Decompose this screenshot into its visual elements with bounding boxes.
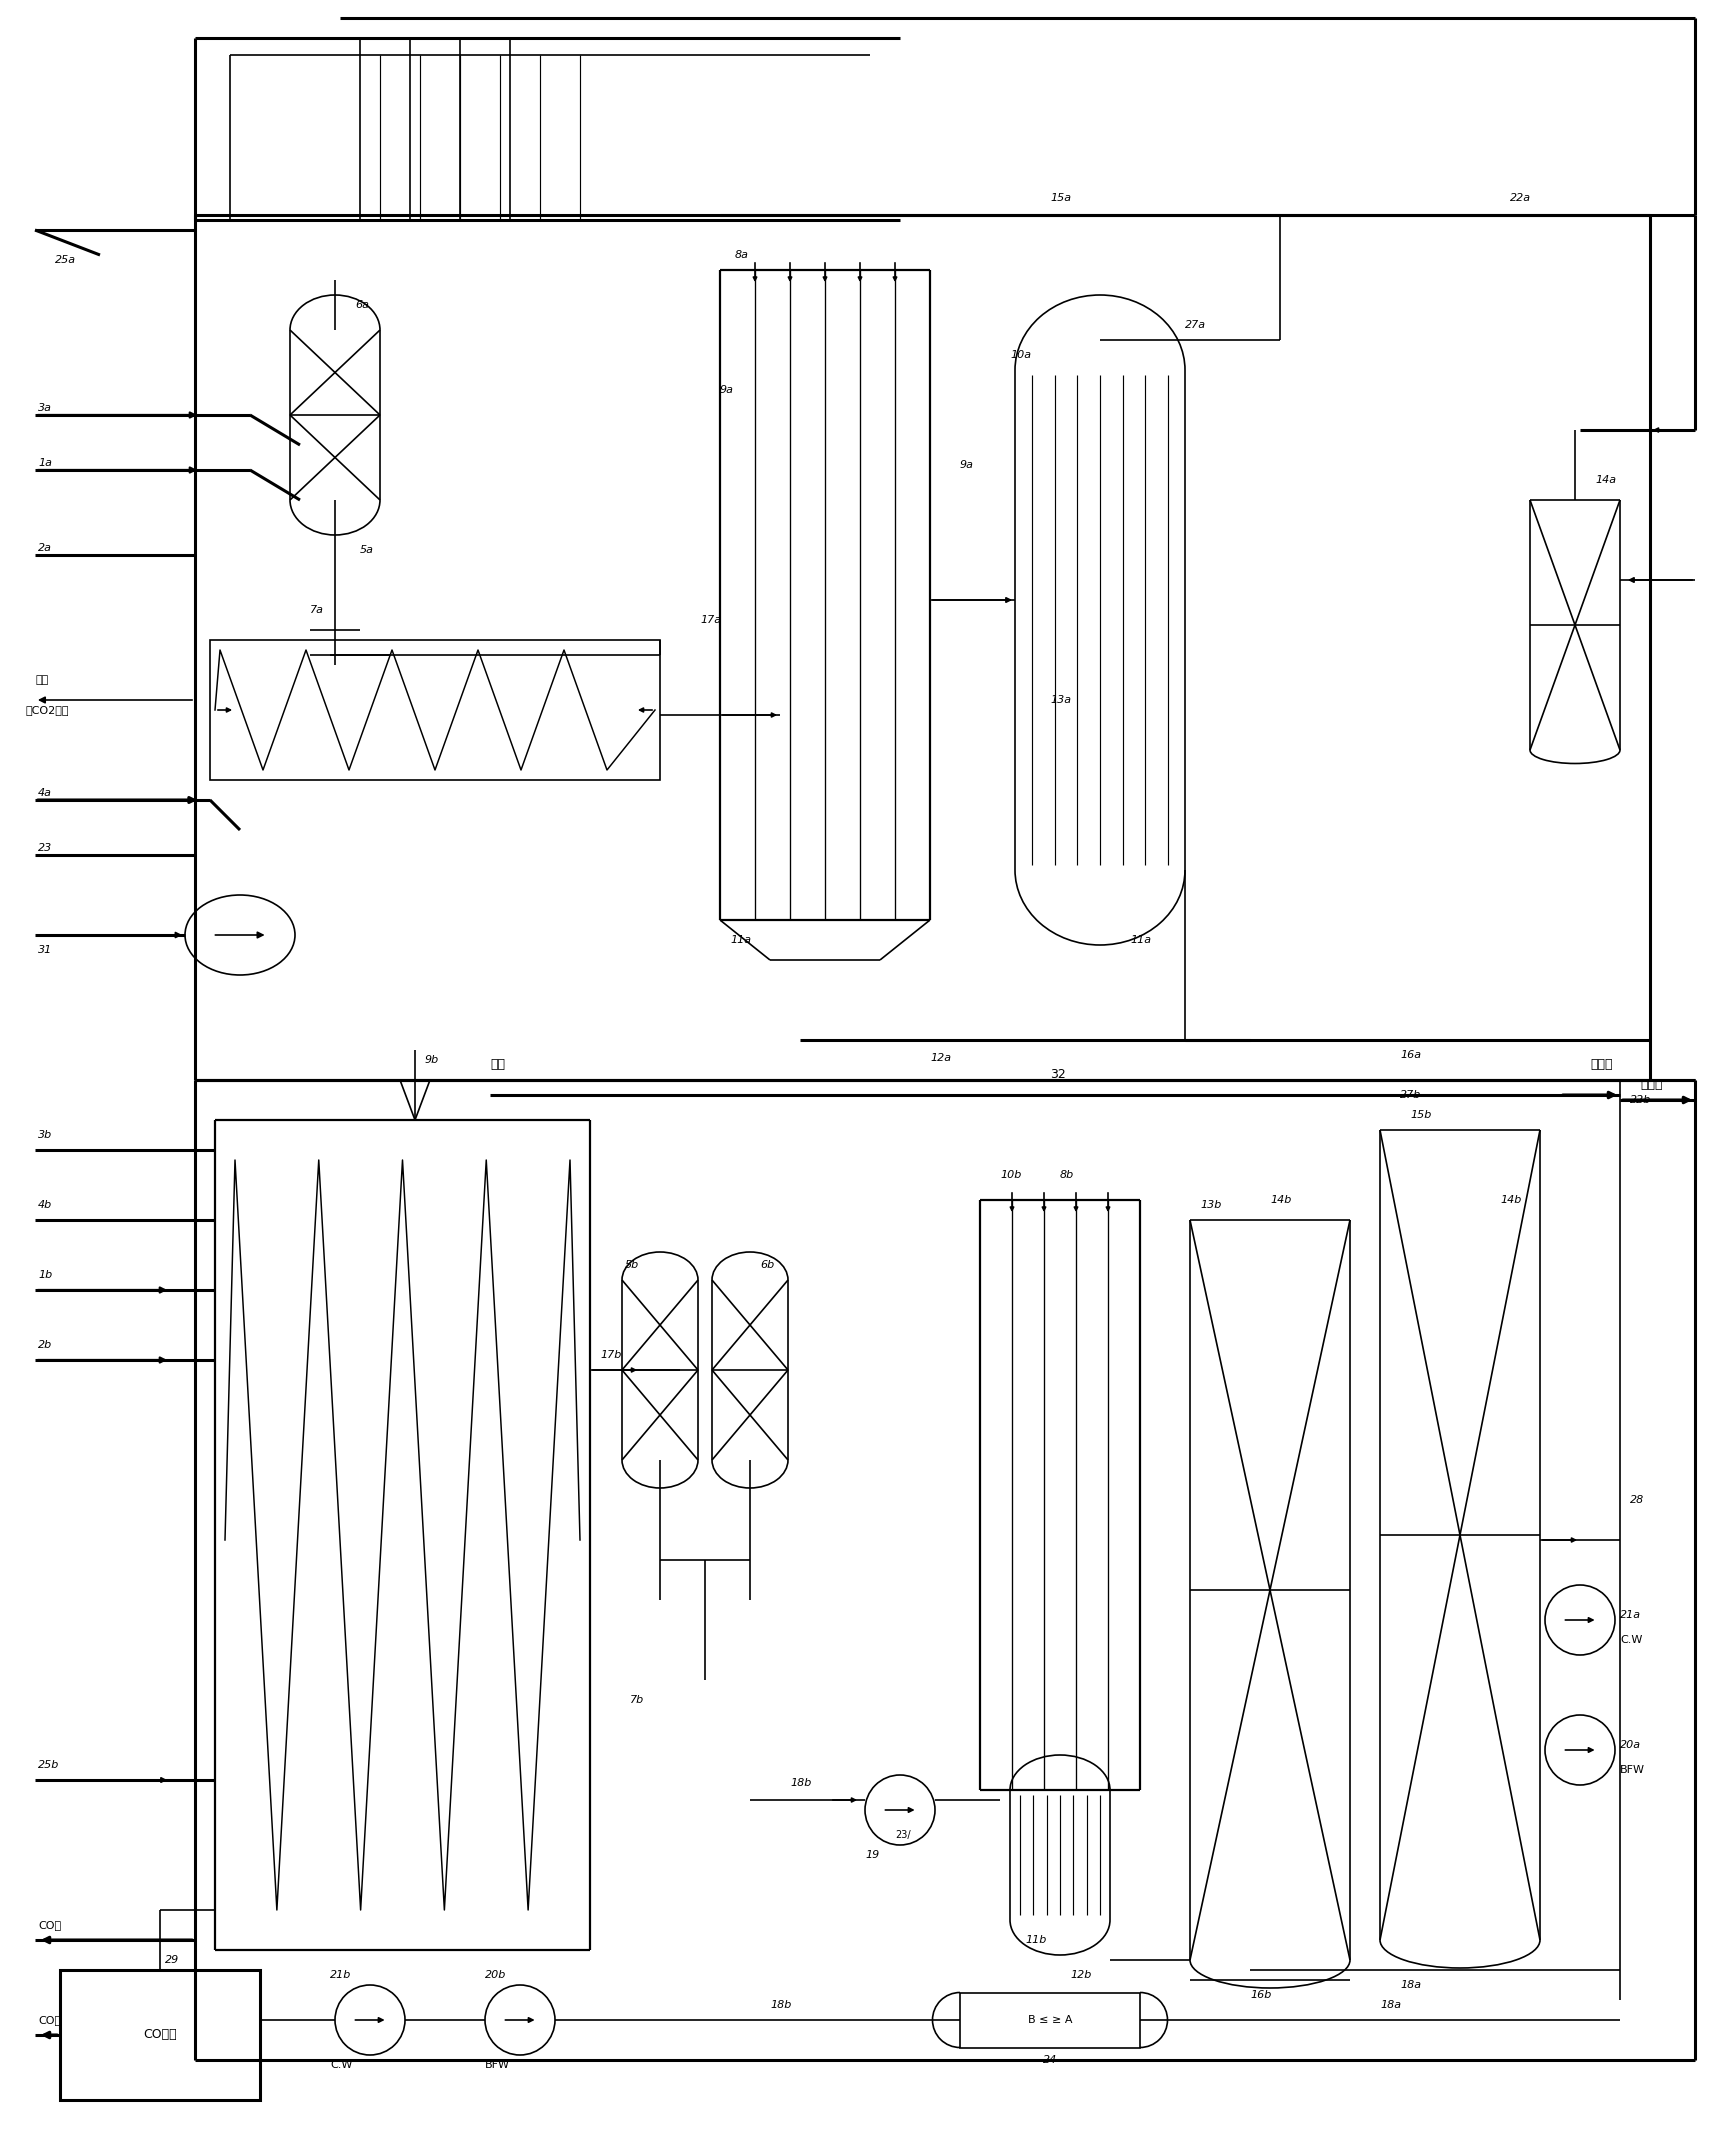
Text: 4b: 4b <box>38 1199 53 1210</box>
Text: CO气: CO气 <box>38 1920 62 1929</box>
Text: 12a: 12a <box>931 1053 951 1064</box>
Text: 5b: 5b <box>625 1260 640 1270</box>
Text: 3b: 3b <box>38 1130 53 1139</box>
Text: 11b: 11b <box>1025 1936 1047 1944</box>
Text: BFW: BFW <box>1620 1765 1644 1774</box>
Bar <box>60 1970 260 2099</box>
Text: 烟气: 烟气 <box>34 676 48 685</box>
Text: 29: 29 <box>164 1955 180 1966</box>
Text: 8b: 8b <box>1061 1169 1075 1180</box>
Text: 1a: 1a <box>38 459 51 467</box>
Text: 6b: 6b <box>760 1260 775 1270</box>
Text: 20a: 20a <box>1620 1740 1641 1750</box>
Text: 28: 28 <box>1631 1494 1644 1505</box>
Text: 22a: 22a <box>1511 194 1531 202</box>
Text: 9a: 9a <box>960 461 974 469</box>
Text: 23/: 23/ <box>895 1830 910 1841</box>
Text: 18a: 18a <box>1381 2000 1401 2011</box>
Text: 18a: 18a <box>1400 1981 1422 1989</box>
Text: 12b: 12b <box>1069 1970 1092 1981</box>
Text: 25a: 25a <box>55 254 75 265</box>
Text: 8a: 8a <box>736 250 749 261</box>
Text: 17a: 17a <box>700 616 720 624</box>
Text: 18b: 18b <box>790 1778 811 1787</box>
Text: 合成气: 合成气 <box>1590 1059 1612 1072</box>
Text: 24: 24 <box>1044 2054 1057 2065</box>
Text: 22b: 22b <box>1631 1096 1651 1104</box>
Text: 15a: 15a <box>1051 194 1071 202</box>
Text: 20b: 20b <box>484 1970 506 1981</box>
Text: 5a: 5a <box>359 545 375 555</box>
Text: 15b: 15b <box>1410 1111 1432 1120</box>
Text: CO气: CO气 <box>38 2015 62 2026</box>
Text: 21b: 21b <box>330 1970 351 1981</box>
Text: 13b: 13b <box>1199 1199 1222 1210</box>
Text: 9a: 9a <box>720 385 734 394</box>
Text: 10b: 10b <box>999 1169 1021 1180</box>
Text: 27b: 27b <box>1400 1089 1422 1100</box>
Bar <box>960 1994 1140 2048</box>
Text: 6a: 6a <box>354 299 370 310</box>
Text: 10a: 10a <box>1009 351 1032 360</box>
Text: B ≤ ≥ A: B ≤ ≥ A <box>1028 2015 1073 2026</box>
Text: 7a: 7a <box>310 605 323 616</box>
Text: C.W: C.W <box>330 2060 352 2069</box>
Text: 13a: 13a <box>1051 695 1071 704</box>
Text: 16b: 16b <box>1251 1989 1271 2000</box>
Text: 25b: 25b <box>38 1759 60 1770</box>
Text: 16a: 16a <box>1400 1051 1422 1059</box>
Text: C.W: C.W <box>1620 1634 1643 1645</box>
Text: 31: 31 <box>38 945 53 956</box>
Text: BFW: BFW <box>484 2060 510 2069</box>
Text: 14a: 14a <box>1595 476 1617 484</box>
Text: 18b: 18b <box>770 2000 792 2011</box>
Text: 14b: 14b <box>1270 1195 1292 1206</box>
Text: 3a: 3a <box>38 403 51 413</box>
Text: 11a: 11a <box>731 934 751 945</box>
Text: 32: 32 <box>1051 1068 1066 1081</box>
Text: CO分离: CO分离 <box>144 2028 176 2041</box>
Text: 去CO2回收: 去CO2回收 <box>26 704 68 715</box>
Text: 19: 19 <box>866 1849 879 1860</box>
Text: 4a: 4a <box>38 788 51 799</box>
Text: 7b: 7b <box>630 1694 645 1705</box>
Text: 2b: 2b <box>38 1339 53 1350</box>
Text: 合成气: 合成气 <box>1641 1079 1663 1092</box>
Text: 11a: 11a <box>1129 934 1152 945</box>
Text: 9b: 9b <box>424 1055 440 1066</box>
Text: 23: 23 <box>38 844 53 853</box>
Text: 27a: 27a <box>1186 321 1206 329</box>
Text: 21a: 21a <box>1620 1610 1641 1619</box>
Text: 2a: 2a <box>38 543 51 553</box>
Text: 17b: 17b <box>601 1350 621 1361</box>
Text: 1b: 1b <box>38 1270 53 1281</box>
Bar <box>210 639 660 779</box>
Text: 14b: 14b <box>1501 1195 1521 1206</box>
Text: 尾气: 尾气 <box>489 1059 505 1072</box>
